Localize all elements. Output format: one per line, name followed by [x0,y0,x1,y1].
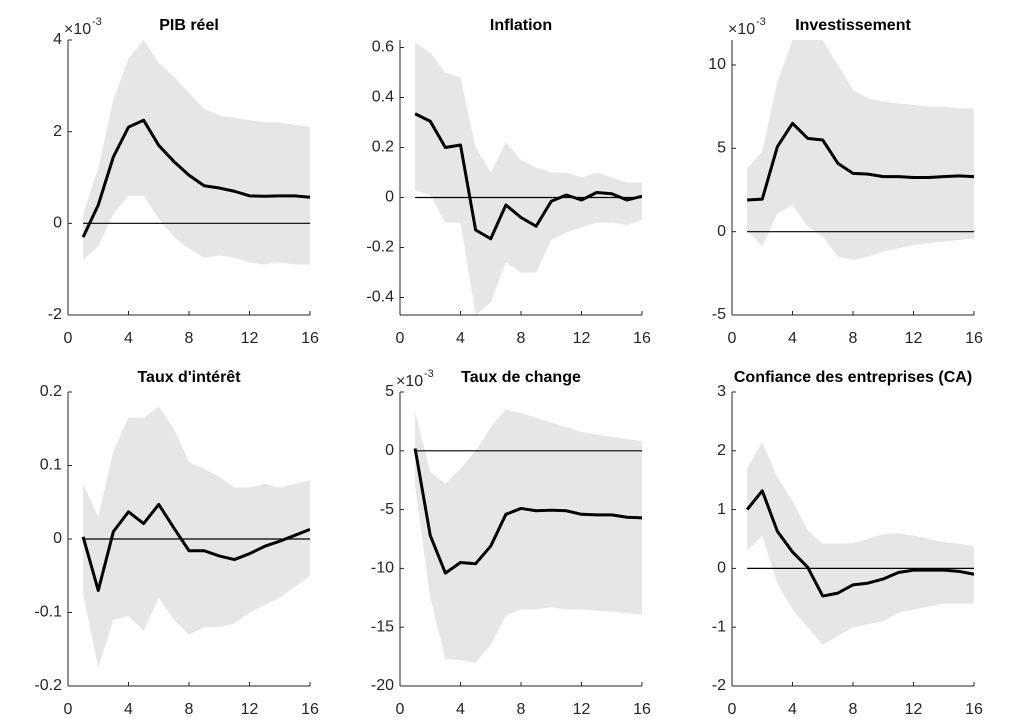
x-tick-label: 8 [849,701,858,718]
x-tick-label: 12 [573,330,591,347]
y-tick-label: 0 [717,223,726,240]
y-tick-label: 0 [717,560,726,577]
y-tick-label: -20 [371,677,394,694]
x-tick-label: 12 [241,330,259,347]
confidence-band [83,406,310,668]
y-tick-label: 0 [385,189,394,206]
y-tick-label: 0.2 [372,139,394,156]
y-exponent: -3 [424,368,434,380]
y-tick-label: 0 [385,442,394,459]
x-tick-label: 12 [573,701,591,718]
confidence-band [83,40,310,265]
y-exponent: -3 [92,16,102,28]
x-tick-label: 12 [241,701,259,718]
y-tick-label: 5 [717,140,726,157]
confidence-band [747,40,974,260]
y-tick-label: 2 [717,442,726,459]
x-tick-label: 16 [301,330,319,347]
response-line [413,448,642,575]
y-tick-label: 0 [53,215,62,232]
confidence-band [415,42,642,315]
x-tick-label: 8 [185,330,194,347]
y-tick-label: 0.1 [40,457,62,474]
chart-title: Taux d'intérêt [137,369,241,386]
y-exponent: -3 [756,16,766,28]
y-tick-label: 10 [708,56,726,73]
confidence-band [747,441,974,645]
y-tick-label: 0.2 [40,383,62,400]
x-tick-label: 16 [633,330,651,347]
y-tick-label: 0 [53,530,62,547]
x-tick-label: 0 [728,330,737,347]
x-tick-label: 8 [849,330,858,347]
response-line [81,118,310,238]
x-tick-label: 8 [517,701,526,718]
chart-title: Confiance des entreprises (CA) [734,369,972,386]
plot-area [747,40,974,260]
chart-title: Investissement [795,17,911,34]
x-tick-label: 4 [456,330,465,347]
y-tick-label: -5 [380,501,394,518]
x-tick-label: 16 [965,701,983,718]
x-tick-label: 12 [905,701,923,718]
y-tick-label: -0.2 [366,239,394,256]
y-tick-label: -2 [712,677,726,694]
y-multiplier: ×10 [64,21,91,38]
y-multiplier: ×10 [728,21,755,38]
x-tick-label: 4 [124,330,133,347]
y-tick-label: -15 [371,618,394,635]
x-tick-label: 4 [124,701,133,718]
x-tick-label: 16 [633,701,651,718]
x-tick-label: 16 [301,701,319,718]
y-tick-label: 2 [53,123,62,140]
plot-area [413,409,642,663]
x-tick-label: 0 [396,330,405,347]
y-tick-label: -2 [48,306,62,323]
response-line [747,121,974,202]
x-tick-label: 8 [185,701,194,718]
plot-area [745,441,974,645]
plot-area [81,40,310,265]
y-tick-label: 4 [53,31,62,48]
y-tick-label: -0.2 [34,677,62,694]
response-line [81,502,310,592]
y-tick-label: 1 [717,501,726,518]
y-tick-label: 3 [717,383,726,400]
x-tick-label: 4 [788,330,797,347]
x-tick-label: 4 [456,701,465,718]
y-tick-label: -0.1 [34,604,62,621]
y-tick-label: -10 [371,560,394,577]
y-tick-label: 5 [385,383,394,400]
chart-title: Inflation [490,17,552,34]
response-line [745,489,974,598]
x-tick-label: 0 [64,330,73,347]
x-tick-label: 16 [965,330,983,347]
plot-area [81,406,310,668]
chart-title: PIB réel [159,17,219,34]
y-tick-label: -5 [712,306,726,323]
y-tick-label: -1 [712,618,726,635]
x-tick-label: 4 [788,701,797,718]
plot-area [414,42,642,315]
x-tick-label: 12 [905,330,923,347]
chart-title: Taux de change [461,369,581,386]
x-tick-label: 0 [728,701,737,718]
x-tick-label: 0 [64,701,73,718]
x-tick-label: 8 [517,330,526,347]
y-tick-label: 0.6 [372,39,394,56]
confidence-band [415,409,642,663]
y-tick-label: -0.4 [366,289,394,306]
x-tick-label: 0 [396,701,405,718]
y-tick-label: 0.4 [372,89,394,106]
y-multiplier: ×10 [396,373,423,390]
response-line [414,112,642,241]
